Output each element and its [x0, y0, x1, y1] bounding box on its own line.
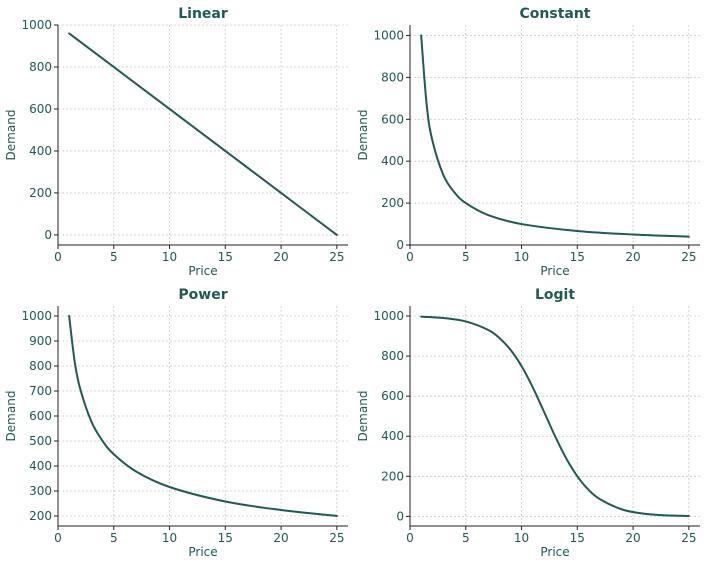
chart-0-series-line	[68, 32, 338, 236]
chart-2-title: Power	[178, 287, 227, 303]
chart-1-ytick-label-3: 600	[381, 112, 404, 126]
chart-1-series-line	[420, 34, 690, 238]
chart-2-xtick-label-0: 0	[54, 531, 62, 545]
chart-1-xlabel: Price	[540, 264, 569, 278]
chart-2-ytick-label-8: 1000	[21, 309, 52, 323]
chart-2-ytick-label-4: 600	[29, 409, 52, 423]
chart-2-xtick-label-1: 5	[110, 531, 118, 545]
chart-3-xtick-label-0: 0	[406, 531, 414, 545]
chart-2-ytick-label-0: 200	[29, 509, 52, 523]
chart-2-xlabel: Price	[188, 545, 217, 559]
chart-1-xtick-label-4: 20	[625, 250, 640, 264]
chart-3-ytick-label-0: 0	[396, 509, 404, 523]
chart-1-ylabel: Demand	[356, 110, 370, 161]
chart-2-xtick-label-5: 25	[329, 531, 344, 545]
chart-1-ytick-label-1: 200	[381, 196, 404, 210]
chart-1-xtick-label-0: 0	[406, 250, 414, 264]
chart-3-ytick-label-5: 1000	[373, 309, 404, 323]
chart-2-ytick-label-2: 400	[29, 459, 52, 473]
chart-0-xtick-label-0: 0	[54, 250, 62, 264]
chart-0-xtick-label-2: 10	[162, 250, 177, 264]
chart-3-xtick-label-5: 25	[681, 531, 696, 545]
chart-0: 0 5 10 15 20 25 0 200 400 600 800 1000 Linear Price De…	[4, 6, 348, 278]
chart-1-title: Constant	[520, 6, 591, 22]
chart-1-ytick-label-5: 1000	[373, 28, 404, 42]
chart-1-ytick-label-0: 0	[396, 238, 404, 252]
chart-0-xtick-label-5: 25	[329, 250, 344, 264]
chart-1-xtick-label-5: 25	[681, 250, 696, 264]
chart-0-xtick-label-4: 20	[273, 250, 288, 264]
chart-3-title: Logit	[535, 287, 575, 303]
chart-2-ytick-label-5: 700	[29, 384, 52, 398]
chart-3-xlabel: Price	[540, 545, 569, 559]
chart-1: 0 5 10 15 20 25 0 200 400 600 800 1000 Constant Price…	[356, 6, 700, 278]
chart-2: 0 5 10 15 20 25 200 300 400 500 600 700 800 900 1000 Po…	[4, 287, 348, 559]
chart-0-ytick-label-0: 0	[44, 228, 52, 242]
chart-1-ytick-label-4: 800	[381, 70, 404, 84]
chart-3: 0 5 10 15 20 25 0 200 400 600 800 1000 Logit Price Dem…	[356, 287, 700, 559]
chart-0-title: Linear	[178, 6, 228, 22]
chart-2-xtick-label-3: 15	[218, 531, 233, 545]
chart-0-ytick-label-1: 200	[29, 186, 52, 200]
chart-3-ytick-label-2: 400	[381, 429, 404, 443]
chart-0-ytick-label-5: 1000	[21, 18, 52, 32]
chart-3-ytick-label-1: 200	[381, 469, 404, 483]
chart-2-xtick-label-4: 20	[273, 531, 288, 545]
chart-2-series-line	[68, 315, 338, 517]
chart-0-ytick-label-4: 800	[29, 60, 52, 74]
chart-0-xtick-label-3: 15	[218, 250, 233, 264]
chart-2-ytick-label-3: 500	[29, 434, 52, 448]
chart-3-xtick-label-1: 5	[462, 531, 470, 545]
chart-2-ytick-label-7: 900	[29, 334, 52, 348]
chart-2-ylabel: Demand	[4, 391, 18, 442]
chart-3-ytick-label-3: 600	[381, 389, 404, 403]
chart-2-ytick-label-6: 800	[29, 359, 52, 373]
chart-3-series-line	[420, 315, 690, 517]
chart-1-ytick-label-2: 400	[381, 154, 404, 168]
chart-0-xtick-label-1: 5	[110, 250, 118, 264]
chart-1-xtick-label-1: 5	[462, 250, 470, 264]
chart-2-ytick-label-1: 300	[29, 484, 52, 498]
chart-1-xtick-label-2: 10	[514, 250, 529, 264]
chart-2-xtick-label-2: 10	[162, 531, 177, 545]
chart-0-ytick-label-3: 600	[29, 102, 52, 116]
chart-1-xtick-label-3: 15	[570, 250, 585, 264]
chart-3-ytick-label-4: 800	[381, 349, 404, 363]
chart-3-xtick-label-3: 15	[570, 531, 585, 545]
chart-3-xtick-label-4: 20	[625, 531, 640, 545]
chart-3-xtick-label-2: 10	[514, 531, 529, 545]
chart-0-ylabel: Demand	[4, 110, 18, 161]
chart-0-xlabel: Price	[188, 264, 217, 278]
chart-3-ylabel: Demand	[356, 391, 370, 442]
chart-0-ytick-label-2: 400	[29, 144, 52, 158]
